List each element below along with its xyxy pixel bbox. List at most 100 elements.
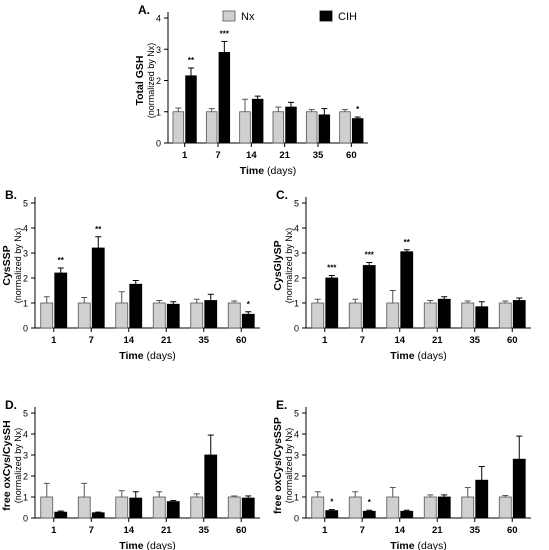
bar-cih — [185, 75, 197, 144]
x-tick-label: 60 — [236, 335, 247, 346]
bar-nx — [152, 302, 166, 329]
bar-cih — [54, 511, 68, 519]
y-tick-label: 2 — [23, 274, 28, 284]
y-axis-title: free oxCys/CysSSP — [272, 417, 284, 514]
bar-cih — [129, 283, 143, 329]
bar-cih — [129, 497, 143, 519]
x-tick-label: 21 — [161, 525, 172, 536]
bar-nx — [498, 496, 512, 519]
y-tick-label: 5 — [23, 409, 28, 419]
x-tick-label: 7 — [360, 335, 365, 346]
bar-cih — [54, 272, 68, 329]
legend: Nx CIH — [222, 10, 357, 23]
y-tick-label: 4 — [294, 430, 299, 440]
bar-cih — [400, 510, 414, 519]
x-axis-title: Time (days) — [240, 165, 296, 177]
bar-cih — [318, 114, 331, 144]
legend-swatch-nx — [222, 10, 236, 22]
x-tick-label: 21 — [161, 335, 172, 346]
x-axis-title: Time (days) — [390, 540, 446, 550]
x-tick-label: 1 — [182, 150, 188, 161]
x-axis-title: Time (days) — [119, 350, 175, 362]
y-tick-label: 0 — [156, 139, 161, 149]
y-axis-title: Total GSH — [134, 56, 146, 106]
y-tick-label: 4 — [23, 430, 28, 440]
legend-label-nx: Nx — [241, 11, 255, 23]
panel-letter: B. — [5, 188, 17, 202]
bar-nx — [311, 302, 325, 329]
x-axis-title-main: Time — [119, 350, 143, 362]
x-axis-title-unit: (days) — [264, 165, 296, 177]
x-tick-label: 14 — [394, 525, 405, 536]
significance-marker: ** — [188, 56, 195, 65]
y-tick-label: 1 — [23, 493, 28, 503]
y-axis-subtitle: (normalized by Nx) — [284, 428, 294, 504]
bar-cih — [325, 510, 339, 519]
x-tick-label: 21 — [279, 150, 290, 161]
x-tick-label: 1 — [322, 525, 328, 536]
y-tick-label: 2 — [156, 76, 161, 86]
bar-cih — [241, 313, 255, 329]
bar-cih — [437, 298, 451, 329]
x-tick-label: 60 — [507, 335, 518, 346]
y-tick-label: 0 — [23, 514, 28, 524]
y-axis-title: free oxCys/CysSH — [1, 420, 13, 510]
bar-cih — [241, 497, 255, 519]
y-tick-label: 5 — [294, 199, 299, 209]
y-tick-label: 5 — [23, 199, 28, 209]
bar-nx — [386, 496, 400, 519]
x-tick-label: 1 — [322, 335, 328, 346]
significance-marker: *** — [220, 29, 230, 38]
bar-nx — [172, 111, 185, 144]
chart-panel-5: E. 0 1 2 3 4 5 1 * 7 * 14 21 35 60 Time (days) free oxCy… — [272, 398, 531, 550]
bar-nx — [239, 111, 251, 144]
y-axis-title: CysSSP — [1, 245, 13, 285]
panel-letter: C. — [276, 188, 288, 202]
x-tick-label: 21 — [432, 525, 443, 536]
bar-nx — [348, 302, 362, 329]
y-tick-label: 4 — [294, 224, 299, 234]
x-tick-label: 14 — [394, 335, 405, 346]
y-tick-label: 1 — [156, 107, 161, 117]
x-axis-title-unit: (days) — [144, 350, 176, 362]
legend-label-cih: CIH — [338, 11, 357, 23]
y-tick-label: 4 — [156, 14, 161, 24]
y-tick-label: 1 — [294, 299, 299, 309]
bar-cih — [91, 512, 105, 519]
bar-nx — [311, 496, 325, 519]
x-axis-title: Time (days) — [119, 540, 175, 550]
x-tick-label: 60 — [236, 525, 247, 536]
x-axis-title: Time (days) — [390, 350, 446, 362]
x-axis-title-unit: (days) — [415, 540, 447, 550]
y-tick-label: 4 — [23, 224, 28, 234]
x-tick-label: 1 — [51, 525, 57, 536]
panel-letter: A. — [138, 3, 150, 17]
y-tick-label: 1 — [294, 493, 299, 503]
y-tick-label: 2 — [23, 472, 28, 482]
x-axis-title-main: Time — [240, 165, 264, 177]
x-tick-label: 21 — [432, 335, 443, 346]
x-axis-title-unit: (days) — [144, 540, 176, 550]
y-axis-subtitle: (normalized by Nx) — [13, 228, 23, 304]
bar-cih — [362, 510, 376, 519]
y-tick-label: 2 — [294, 274, 299, 284]
bar-nx — [227, 302, 241, 329]
bar-nx — [272, 111, 285, 144]
x-tick-label: 35 — [198, 525, 209, 536]
bar-cih — [351, 118, 364, 144]
bar-nx — [115, 496, 129, 519]
bar-cih — [475, 306, 489, 329]
significance-marker: ** — [404, 238, 411, 247]
x-tick-label: 7 — [360, 525, 365, 536]
y-tick-label: 3 — [156, 45, 161, 55]
significance-marker: * — [356, 105, 360, 114]
y-tick-label: 3 — [23, 451, 28, 461]
x-axis-title-main: Time — [119, 540, 143, 550]
x-tick-label: 1 — [51, 335, 57, 346]
y-axis-title: CysGlySP — [272, 240, 284, 290]
panel-letter: E. — [276, 398, 287, 412]
bar-nx — [498, 302, 512, 329]
x-tick-label: 7 — [89, 335, 94, 346]
